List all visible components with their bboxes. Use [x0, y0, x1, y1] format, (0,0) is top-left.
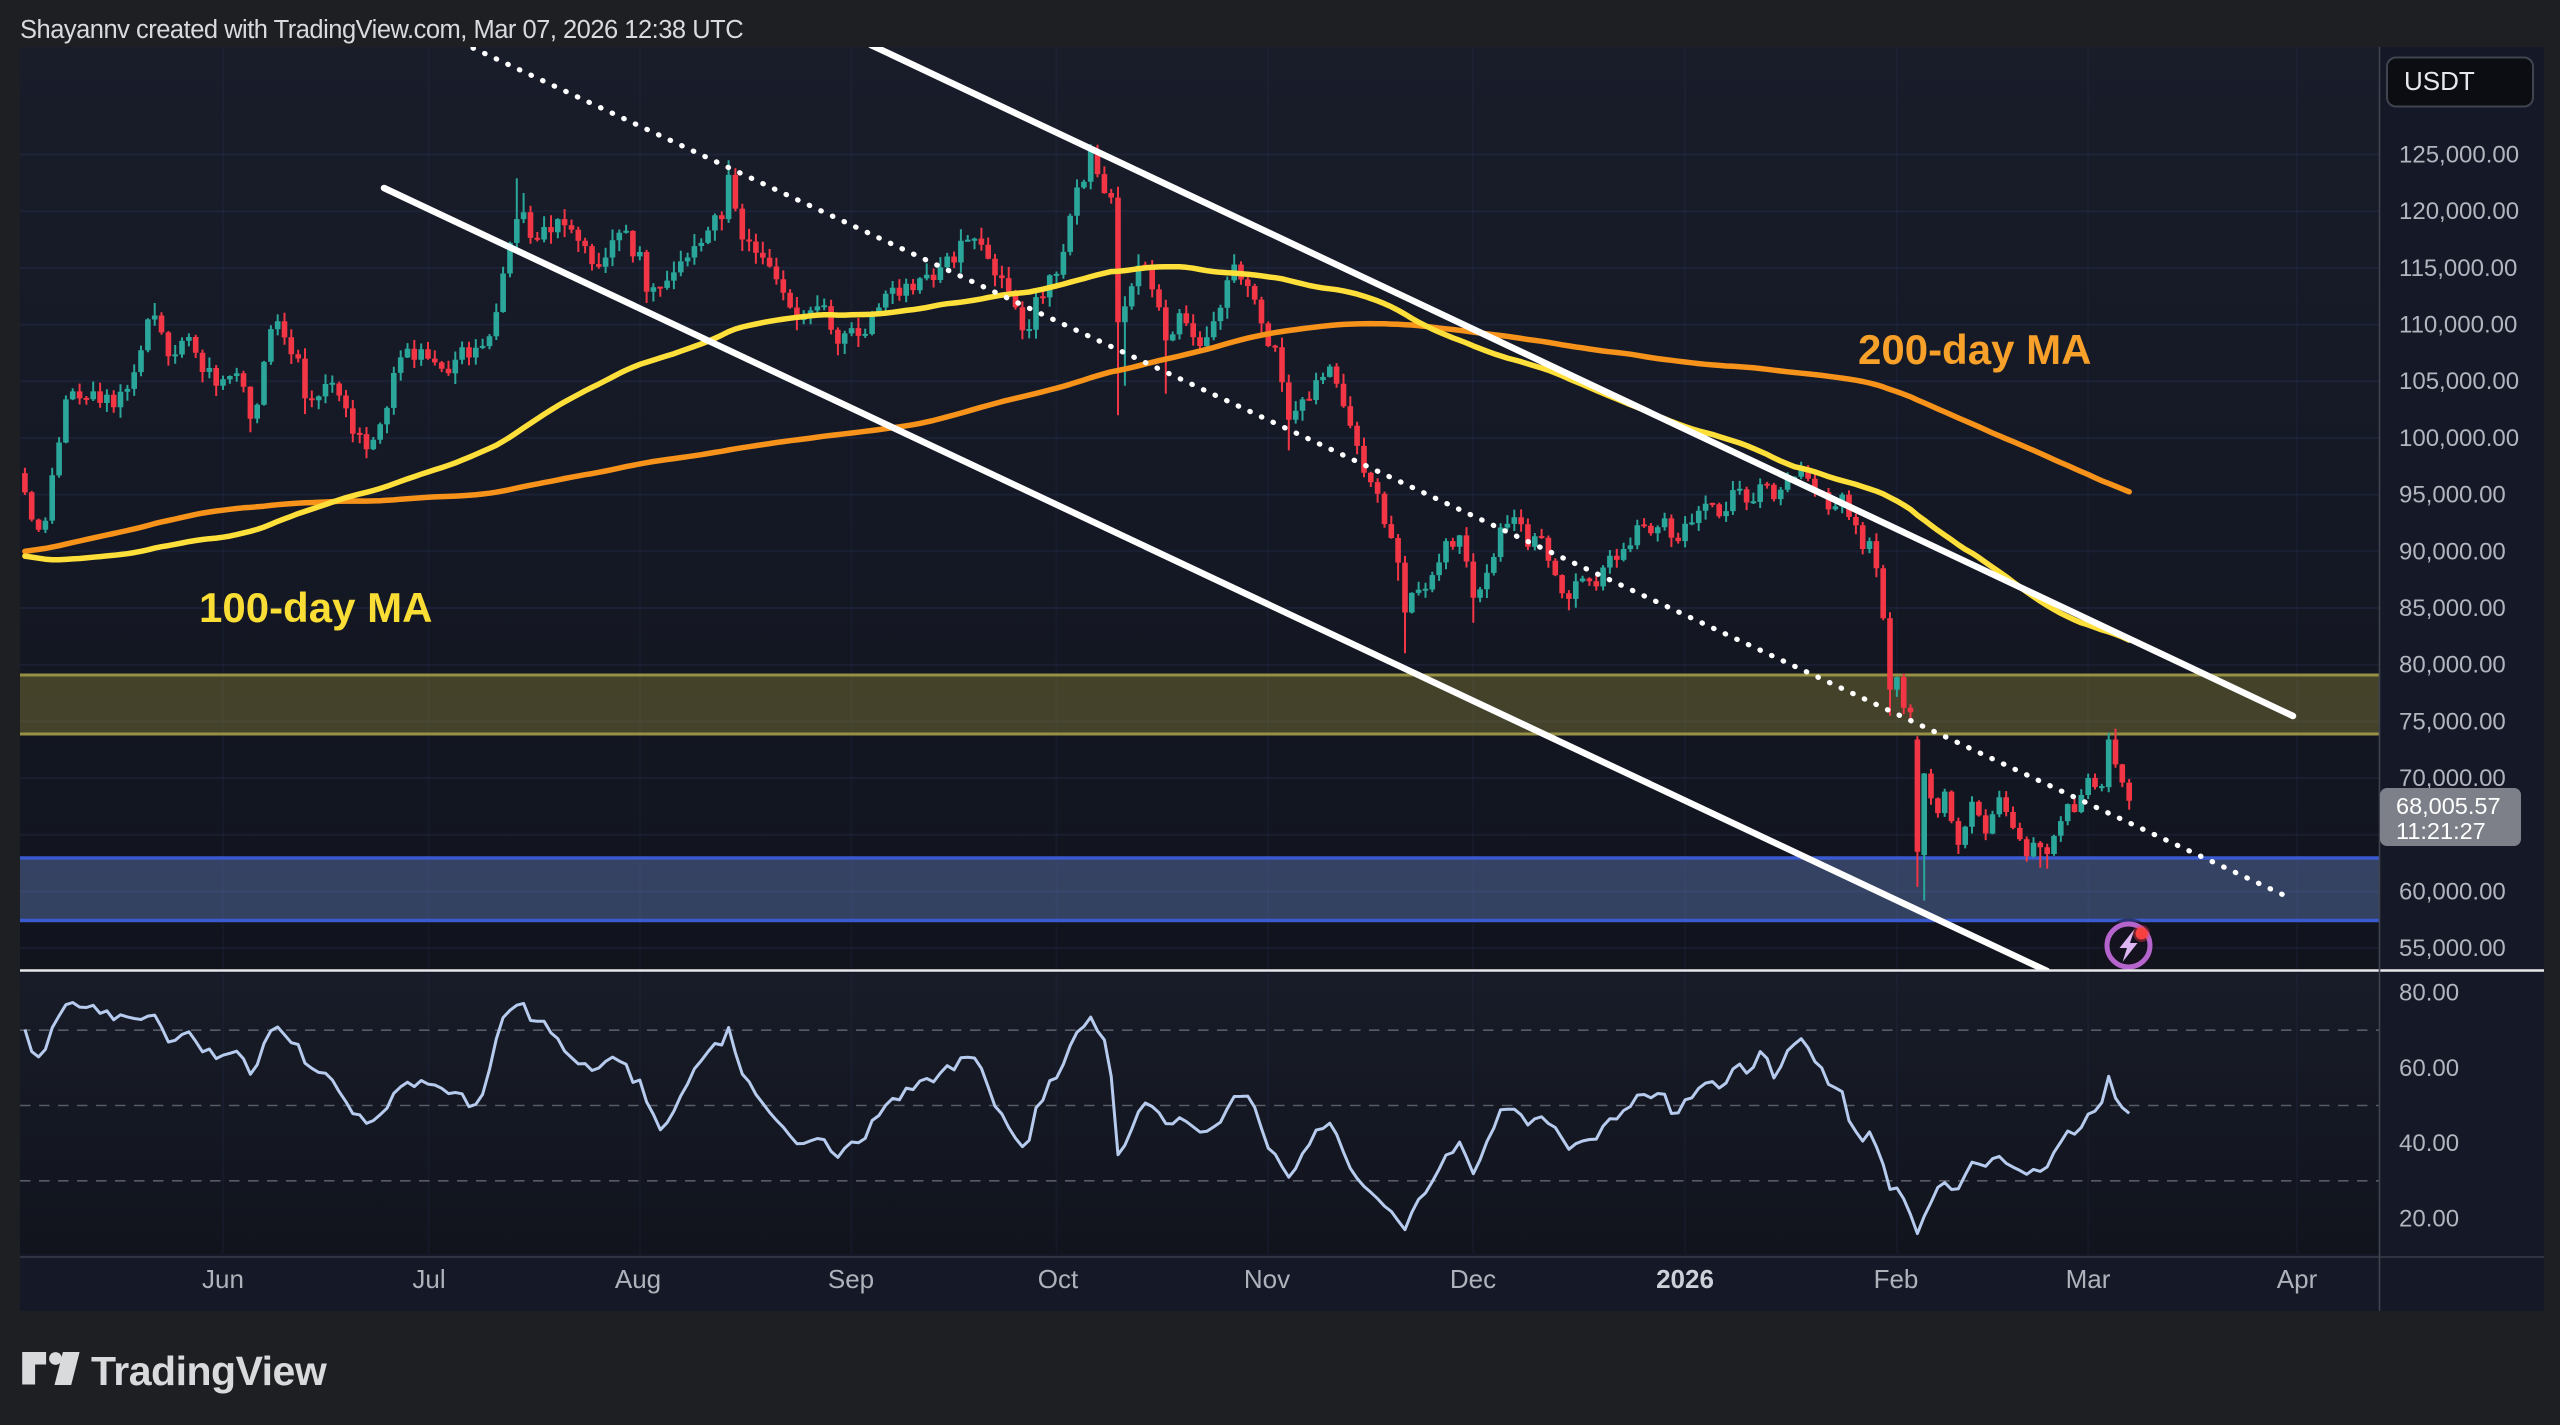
- svg-text:68,005.57: 68,005.57: [2396, 793, 2501, 819]
- svg-text:80,000.00: 80,000.00: [2399, 652, 2506, 679]
- svg-text:Sep: Sep: [828, 1264, 874, 1294]
- svg-text:Apr: Apr: [2277, 1264, 2318, 1294]
- svg-text:USDT: USDT: [2404, 66, 2475, 96]
- svg-text:80.00: 80.00: [2399, 980, 2459, 1007]
- svg-text:20.00: 20.00: [2399, 1205, 2459, 1232]
- svg-text:40.00: 40.00: [2399, 1130, 2459, 1157]
- svg-text:60.00: 60.00: [2399, 1055, 2459, 1082]
- svg-text:Dec: Dec: [1450, 1264, 1496, 1294]
- svg-text:Jul: Jul: [412, 1264, 445, 1294]
- svg-text:90,000.00: 90,000.00: [2399, 538, 2506, 565]
- svg-text:100,000.00: 100,000.00: [2399, 425, 2519, 452]
- svg-text:85,000.00: 85,000.00: [2399, 595, 2506, 622]
- svg-text:11:21:27: 11:21:27: [2396, 818, 2486, 844]
- svg-text:Aug: Aug: [615, 1264, 661, 1294]
- svg-text:TradingView: TradingView: [91, 1348, 327, 1394]
- svg-text:75,000.00: 75,000.00: [2399, 708, 2506, 735]
- svg-text:Mar: Mar: [2066, 1264, 2111, 1294]
- svg-text:Oct: Oct: [1038, 1264, 1079, 1294]
- svg-text:100-day MA: 100-day MA: [199, 584, 432, 631]
- svg-text:Feb: Feb: [1874, 1264, 1919, 1294]
- svg-text:120,000.00: 120,000.00: [2399, 198, 2519, 225]
- svg-text:Jun: Jun: [202, 1264, 244, 1294]
- svg-text:2026: 2026: [1656, 1264, 1714, 1294]
- svg-text:110,000.00: 110,000.00: [2399, 312, 2517, 339]
- svg-text:60,000.00: 60,000.00: [2399, 878, 2506, 905]
- svg-text:95,000.00: 95,000.00: [2399, 482, 2506, 509]
- svg-text:Nov: Nov: [1244, 1264, 1290, 1294]
- svg-text:55,000.00: 55,000.00: [2399, 935, 2506, 962]
- svg-text:70,000.00: 70,000.00: [2399, 765, 2506, 792]
- svg-text:125,000.00: 125,000.00: [2399, 142, 2519, 169]
- svg-text:115,000.00: 115,000.00: [2399, 255, 2517, 282]
- svg-text:200-day MA: 200-day MA: [1858, 326, 2091, 373]
- svg-text:Shayannv created with TradingV: Shayannv created with TradingView.com, M…: [20, 16, 743, 44]
- svg-text:105,000.00: 105,000.00: [2399, 368, 2519, 395]
